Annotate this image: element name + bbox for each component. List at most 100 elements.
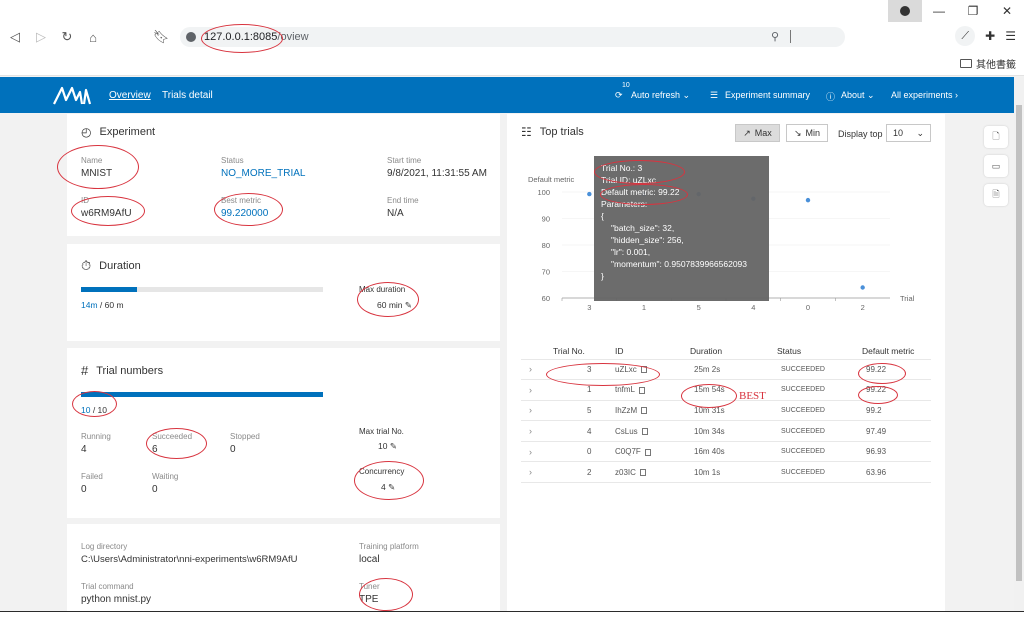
bookmarks-folder[interactable]: 其他書籤 (960, 56, 1016, 71)
site-info-icon[interactable] (186, 32, 196, 42)
col-status[interactable]: Status (777, 345, 802, 356)
trials-total: / 10 (90, 405, 108, 415)
data-point (860, 285, 865, 290)
scrollbar-thumb[interactable] (1016, 105, 1022, 581)
pencil-icon[interactable]: ✎ (388, 482, 396, 492)
row-id-cell: CsLus (615, 420, 690, 442)
max-trial-edit[interactable]: 10 ✎ (378, 441, 397, 452)
browser-title-bar: — ❐ ✕ (0, 0, 1024, 22)
all-experiments-button[interactable]: All experiments › (891, 90, 958, 100)
end-time: N/A (387, 208, 404, 219)
archive-icon[interactable]: ▭ (984, 155, 1008, 177)
copy-icon[interactable] (640, 366, 647, 374)
zoom-icon[interactable]: ⚲ (770, 31, 779, 43)
col-duration[interactable]: Duration (690, 345, 723, 356)
chevron-right-icon[interactable]: › (529, 426, 532, 437)
y-tick-label: 100 (537, 188, 550, 197)
about-button[interactable]: About ⌄ (841, 90, 875, 101)
waiting-count: 0 (152, 484, 158, 495)
min-button[interactable]: ↘ Min (786, 124, 828, 142)
experiment-card-title: ◴ Experiment (81, 125, 155, 139)
max-trial-label: Max trial No. (359, 427, 404, 436)
table-row[interactable]: › 0 C0Q7F 16m 40s SUCCEEDED 96.93 (521, 440, 931, 462)
copy-icon[interactable] (641, 427, 648, 435)
col-id[interactable]: ID (615, 345, 624, 356)
pencil-icon[interactable]: ✎ (389, 441, 397, 451)
display-top-select[interactable]: 10 ⌄ (886, 124, 931, 142)
duration-progress (81, 287, 323, 292)
row-default-metric: 97.49 (862, 420, 931, 442)
start-time-label: Start time (387, 156, 422, 165)
table-row[interactable]: › 4 CsLus 10m 34s SUCCEEDED 97.49 (521, 420, 931, 442)
training-platform: local (359, 554, 380, 565)
maximize-button[interactable]: ❐ (967, 4, 979, 18)
gauge-icon: ◴ (81, 125, 92, 139)
copy-icon[interactable] (639, 469, 646, 477)
experiment-summary-button[interactable]: Experiment summary (725, 90, 811, 100)
max-duration-edit[interactable]: 60 min ✎ (377, 300, 412, 311)
nni-logo (53, 86, 92, 105)
copy-icon[interactable] (641, 407, 648, 415)
best-annotation: BEST (739, 390, 766, 402)
end-time-label: End time (387, 196, 419, 205)
x-tick-label: 4 (751, 303, 755, 312)
hash-icon: # (81, 363, 89, 378)
copy-icon[interactable] (644, 448, 651, 456)
row-id-cell: C0Q7F (615, 440, 690, 462)
profile-button[interactable] (888, 0, 922, 22)
chevron-right-icon[interactable]: › (529, 364, 532, 375)
copy-icon[interactable] (639, 386, 646, 394)
log-directory: C:\Users\Administrator\nni-experiments\w… (81, 554, 298, 565)
back-icon[interactable]: ◁ (10, 29, 20, 44)
extension-icon[interactable]: ⟋ (955, 26, 976, 46)
address-bar[interactable]: 127.0.0.1:8085/oview ⚲ (180, 27, 845, 47)
max-duration-value: 60 min (377, 300, 403, 310)
row-trial-no: 3 (553, 358, 615, 380)
table-row[interactable]: › 5 IhZzM 10m 31s SUCCEEDED 99.2 (521, 399, 931, 421)
page-scrollbar[interactable] (1014, 77, 1024, 613)
concurrency-edit[interactable]: 4 ✎ (381, 482, 395, 493)
minimize-button[interactable]: — (933, 4, 945, 18)
col-trial-no[interactable]: Trial No. (553, 345, 585, 356)
forward-icon[interactable]: ▷ (36, 29, 46, 44)
puzzle-icon[interactable]: ✚ (985, 29, 996, 43)
pencil-icon[interactable]: ✎ (404, 300, 413, 310)
best-metric: 99.220000 (221, 208, 269, 219)
row-id-cell: uZLxc (615, 358, 690, 380)
row-status: SUCCEEDED (777, 440, 862, 462)
running-count: 4 (81, 444, 87, 455)
close-window-button[interactable]: ✕ (1001, 4, 1013, 18)
file-settings-icon[interactable]: 🗎︎ (984, 184, 1008, 206)
row-status: SUCCEEDED (777, 379, 862, 401)
table-row[interactable]: › 1 tnfmL 15m 54s SUCCEEDED 99.22 (521, 379, 931, 401)
col-default-metric[interactable]: Default metric (862, 345, 915, 356)
duration-card: ⏱︎ Duration 14m / 60 m Max duration 60 m… (67, 244, 500, 341)
document-icon[interactable]: 🗋︎ (984, 126, 1008, 148)
reload-icon[interactable]: ↻ (61, 29, 73, 44)
chevron-right-icon[interactable]: › (529, 446, 532, 457)
table-row[interactable]: › 2 z03IC 10m 1s SUCCEEDED 63.96 (521, 461, 931, 484)
tooltip-param-hidden-size: "hidden_size": 256, (611, 235, 684, 245)
home-icon[interactable]: ⌂ (89, 29, 97, 45)
concurrency-label: Concurrency (359, 467, 405, 476)
max-button[interactable]: ↗ Max (735, 124, 780, 142)
table-row[interactable]: › 3 uZLxc 25m 2s SUCCEEDED 99.22 (521, 358, 931, 380)
display-top-value: 10 (893, 128, 904, 138)
bookmark-icon[interactable]: 🔖︎ (152, 29, 170, 44)
app-nav-bar: Overview Trials detail 10 ⟳ Auto refresh… (0, 77, 1024, 113)
nav-overview[interactable]: Overview (109, 90, 151, 101)
expand-column (521, 343, 553, 359)
y-tick-label: 70 (542, 268, 550, 277)
best-metric-label: Best metric (221, 196, 262, 205)
row-id-cell: z03IC (615, 461, 690, 484)
menu-icon[interactable]: ☰ (1005, 29, 1016, 43)
chevron-right-icon: › (955, 90, 959, 100)
auto-refresh-button[interactable]: Auto refresh ⌄ (631, 90, 690, 101)
chart-tooltip: Trial No.: 3 Trial ID: uZLxc Default met… (594, 156, 769, 301)
chevron-right-icon[interactable]: › (529, 467, 532, 478)
chevron-right-icon[interactable]: › (529, 384, 532, 395)
trial-progress (81, 392, 323, 397)
chevron-right-icon[interactable]: › (529, 405, 532, 416)
nav-trials-detail[interactable]: Trials detail (162, 90, 213, 101)
text-caret (790, 30, 791, 43)
